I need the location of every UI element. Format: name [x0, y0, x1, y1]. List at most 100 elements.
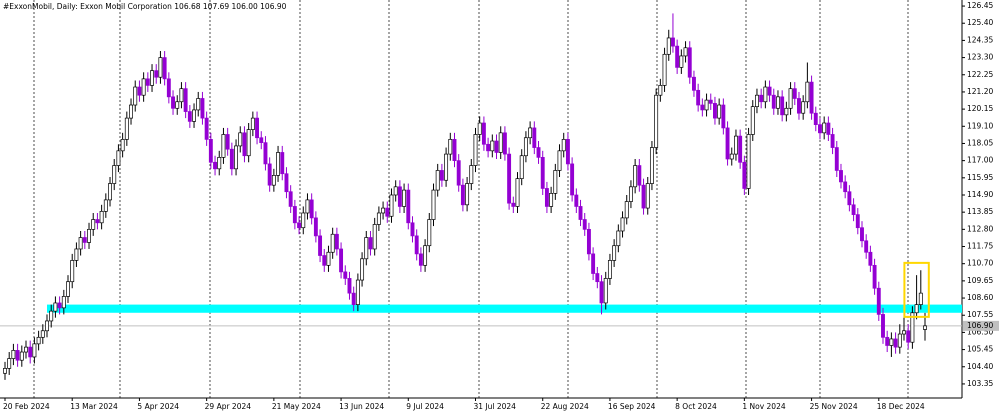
y-tick-label: 109.65 — [967, 276, 993, 285]
candle-body — [225, 134, 230, 150]
candle-body — [250, 117, 255, 130]
candle-body — [822, 122, 827, 134]
candle-body — [150, 70, 154, 86]
candle-body — [687, 47, 692, 78]
candle-body — [586, 228, 591, 255]
candle-body — [805, 81, 810, 103]
candle-body — [788, 88, 793, 109]
candle-body — [523, 137, 528, 157]
candle-body — [750, 106, 755, 135]
candle-body — [162, 57, 167, 80]
candle-body — [343, 271, 348, 279]
candle-body — [351, 292, 356, 305]
candle-body — [313, 217, 318, 237]
candle-body — [923, 325, 927, 330]
candle-body — [381, 207, 386, 214]
x-tick-label: 9 Jul 2024 — [406, 402, 444, 411]
candle-body — [876, 287, 881, 315]
candle-body — [532, 127, 537, 148]
candle-body — [66, 281, 70, 297]
candle-body — [255, 117, 260, 139]
y-tick-label: 107.55 — [967, 310, 993, 319]
candle-body — [540, 157, 545, 189]
candle-body — [708, 99, 713, 104]
candle-body — [801, 101, 806, 114]
x-tick-label: 20 Feb 2024 — [3, 402, 50, 411]
candle-body — [372, 224, 377, 250]
x-tick-label: 5 Apr 2024 — [137, 402, 179, 411]
y-tick-label: 117.00 — [967, 156, 993, 165]
candle-body — [19, 351, 24, 361]
candle-body — [738, 135, 743, 163]
last-price-label: 106.90 — [967, 321, 993, 330]
y-tick-label: 126.45 — [967, 1, 993, 10]
candle-body — [397, 186, 402, 207]
candle-body — [456, 160, 461, 186]
candle-body — [418, 253, 423, 266]
candle-body — [171, 96, 175, 109]
candle-body — [452, 139, 457, 161]
candle-body — [129, 104, 133, 119]
candle-body — [61, 296, 66, 309]
candle-body — [691, 76, 696, 91]
candle-body — [616, 230, 621, 247]
candle-body — [847, 191, 852, 206]
x-tick-label: 25 Nov 2024 — [810, 402, 858, 411]
candle-body — [818, 124, 822, 134]
candle-body — [444, 153, 449, 181]
y-tick-label: 123.30 — [967, 53, 993, 62]
candle-body — [515, 178, 520, 207]
candle-body — [116, 150, 121, 166]
candle-body — [124, 117, 129, 140]
candle-body — [305, 199, 310, 214]
candle-body — [200, 98, 205, 119]
candle-body — [208, 139, 213, 163]
candle-body — [578, 206, 583, 220]
candle-body — [834, 147, 839, 171]
candle-body — [368, 237, 373, 250]
candle-body — [301, 212, 306, 229]
candle-body — [721, 104, 726, 129]
candle-body — [502, 132, 507, 155]
candle-body — [658, 85, 663, 96]
candle-body — [918, 292, 923, 305]
candle-body — [679, 55, 684, 68]
candle-body — [713, 103, 717, 119]
candle-body — [318, 235, 323, 256]
candle-body — [851, 204, 856, 215]
candle-body — [570, 163, 575, 196]
candle-body — [776, 96, 780, 109]
candle-body — [448, 139, 453, 155]
candle-body — [670, 37, 675, 47]
candle-body — [683, 47, 688, 57]
candle-body — [620, 217, 625, 232]
last-price-box — [963, 320, 999, 331]
candle-body — [826, 122, 831, 135]
candle-body — [742, 161, 747, 189]
candle-body — [330, 233, 335, 253]
candle-body — [490, 140, 495, 152]
candle-body — [259, 137, 264, 143]
candle-body — [288, 191, 293, 207]
candle-body — [914, 304, 919, 314]
candle-body — [431, 189, 436, 220]
candle-body — [355, 279, 360, 305]
candle-body — [872, 264, 877, 289]
y-tick-label: 122.25 — [967, 70, 993, 79]
candle-body — [213, 161, 217, 170]
candle-body — [885, 336, 890, 346]
candle-body — [91, 219, 96, 230]
candle-body — [187, 111, 192, 122]
x-tick-label: 13 Jun 2024 — [339, 402, 384, 411]
candle-body — [507, 153, 512, 204]
candle-body — [427, 219, 432, 247]
candle-body — [473, 134, 478, 166]
candle-body — [561, 139, 566, 152]
y-tick-label: 125.40 — [967, 18, 993, 27]
candle-body — [813, 112, 818, 126]
candle-body — [574, 194, 579, 207]
candle-body — [780, 96, 785, 116]
candle-body — [641, 184, 646, 209]
candle-body — [326, 251, 331, 266]
candle-body — [234, 145, 239, 170]
